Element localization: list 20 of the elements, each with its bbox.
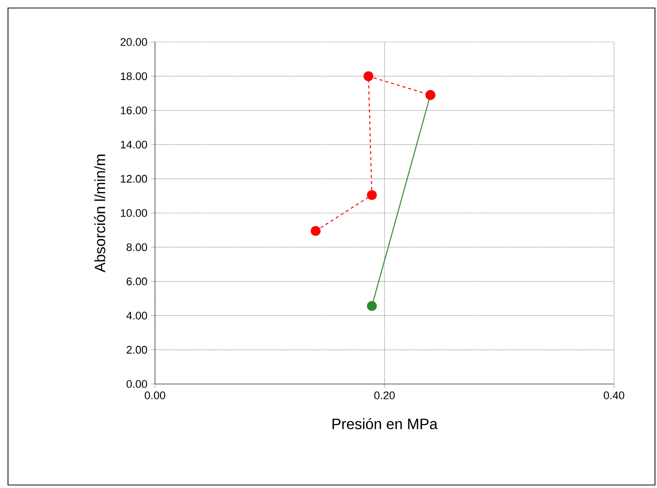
y-tick-label: 12.00 [120,174,148,183]
y-tick-label: 10.00 [120,209,148,217]
y-tick-label: 18.00 [120,72,148,80]
y-tick-label: 16.00 [120,106,148,114]
y-tick-label: 6.00 [126,278,148,286]
point [363,71,374,82]
x-axis-title: Presión en MPa [332,418,438,430]
y-tick-label: 14.00 [120,140,148,148]
x-tick-label: 0.20 [374,392,395,400]
y-tick-label: 20.00 [120,38,148,46]
x-tick-label: 0.00 [144,392,166,400]
point [366,301,377,312]
y-axis-title: Absorción l/min/m [94,154,106,272]
x-tick-label: 0.40 [604,392,624,400]
y-tick-label: 0.00 [126,380,148,388]
y-tick-label: 4.00 [126,312,148,320]
y-tick-label: 2.00 [126,346,148,354]
y-tick-label: 8.00 [126,243,148,252]
point [366,190,377,200]
point [310,226,321,236]
